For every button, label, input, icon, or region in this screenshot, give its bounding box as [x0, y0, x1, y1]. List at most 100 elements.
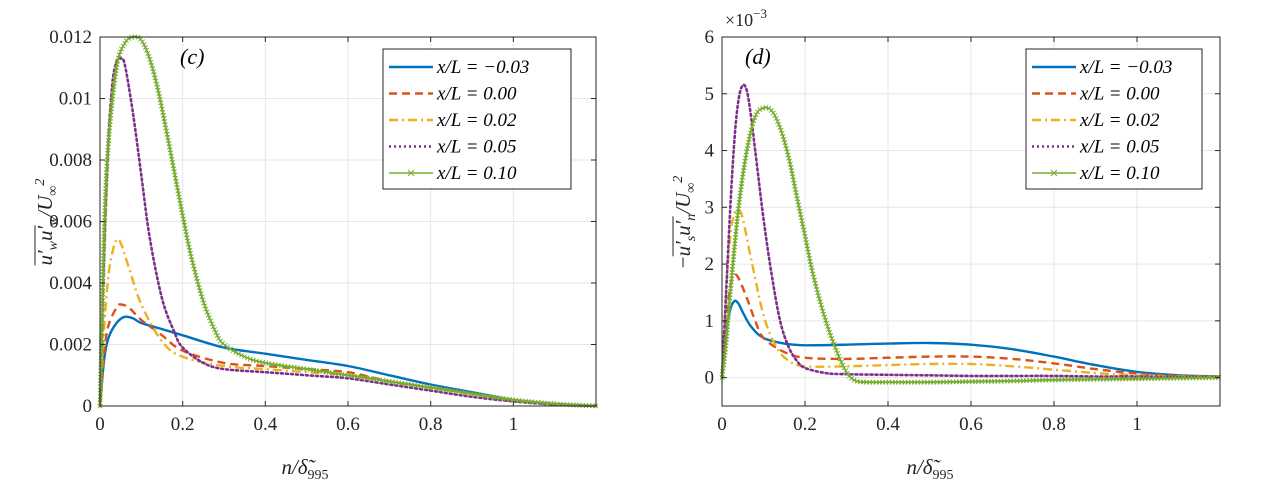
panel-label: (c): [180, 44, 204, 69]
series-marker: [117, 49, 123, 55]
series-marker: [817, 299, 823, 305]
series-marker: [138, 36, 144, 42]
series-marker: [776, 121, 782, 127]
axis-multiplier: ×10−3: [725, 6, 767, 30]
legend-label: x/L = −0.03: [436, 57, 529, 78]
ticks: 0 0.2 0.4 0.6 0.8 1 0 1 2 3 4 5 6: [705, 27, 1220, 435]
y-tick-label: 1: [705, 311, 715, 332]
legend-label: x/L = 0.10: [1079, 163, 1160, 184]
legend-label: x/L = 0.05: [436, 137, 517, 158]
series-marker: [849, 375, 855, 381]
series-marker: [139, 39, 145, 45]
legend-label: x/L = 0.00: [1079, 84, 1160, 105]
series-marker: [829, 335, 835, 341]
series-marker: [238, 352, 244, 358]
series-marker: [122, 40, 128, 46]
y-tick-label: 4: [705, 141, 715, 162]
y-tick-label: 0.006: [49, 212, 92, 233]
series-group: [97, 34, 599, 409]
y-tick-label: 0.008: [49, 150, 92, 171]
y-tick-label: 0.004: [49, 273, 92, 294]
series-marker: [198, 291, 204, 297]
series-marker: [821, 311, 827, 317]
series-marker: [115, 55, 121, 61]
series-marker: [201, 300, 207, 306]
series-marker: [230, 348, 236, 354]
series-marker: [250, 357, 256, 363]
series-marker: [752, 115, 758, 121]
series-marker: [247, 356, 253, 362]
y-tick-label: 0.002: [49, 335, 92, 356]
series-line-1: [720, 273, 1221, 378]
series-line-0: [98, 315, 597, 408]
series-marker: [146, 53, 152, 59]
series-marker: [116, 52, 122, 58]
legend-label: x/L = 0.02: [436, 110, 517, 131]
legend-marker: [407, 169, 415, 177]
x-tick-label: 0.4: [876, 414, 900, 435]
series-marker: [780, 133, 786, 139]
series-marker: [777, 124, 783, 130]
x-axis-label: n/δ̃995: [906, 455, 953, 482]
series-marker: [823, 317, 829, 323]
series-marker: [195, 278, 201, 284]
y-label-sub: s: [684, 235, 699, 241]
y-label-sup: 2: [33, 179, 48, 186]
x-axis-label: n/δ̃995: [281, 455, 328, 482]
series-marker: [838, 359, 844, 365]
ticks: 0 0.2 0.4 0.6 0.8 1 0 0.002 0.004 0.006 0.008 0.01 0…: [49, 27, 596, 435]
y-tick-label: 0: [705, 368, 715, 389]
series-line-2: [720, 208, 1221, 379]
series-marker: [211, 327, 218, 333]
series-marker: [203, 306, 209, 312]
y-tick-label: 0.012: [49, 27, 92, 48]
series-line-3: [720, 83, 1222, 379]
series-marker: [832, 344, 838, 350]
series-marker: [813, 283, 819, 289]
legend: x/L = −0.03 x/L = 0.00 x/L = 0.02 x/L = 0.0…: [1025, 48, 1203, 190]
series-marker: [831, 341, 837, 347]
series-marker: [214, 332, 220, 338]
series-marker: [193, 272, 199, 278]
x-tick-label: 0: [717, 414, 727, 435]
panel-label: (d): [745, 44, 771, 69]
y-label-sub: w: [46, 240, 61, 250]
multiplier-exp: −3: [753, 6, 767, 21]
series-marker: [244, 355, 250, 361]
series-marker: [818, 302, 824, 308]
series-marker: [783, 143, 789, 149]
x-tick-label: 0.8: [1042, 414, 1066, 435]
series-marker: [145, 50, 151, 56]
y-label-part: u′: [671, 241, 695, 257]
series-line-0: [720, 299, 1221, 378]
series-line-4: [99, 35, 597, 407]
series-marker: [227, 346, 233, 352]
legend-label: x/L = 0.00: [436, 84, 517, 105]
series-marker: [150, 66, 156, 72]
series-marker: [148, 59, 154, 65]
x-axis-label-sub: 995: [308, 468, 329, 482]
series-marker: [216, 335, 222, 341]
series-marker: [194, 275, 200, 281]
legend-label: x/L = 0.02: [1079, 110, 1160, 131]
series-marker: [773, 115, 779, 121]
y-tick-label: 0: [83, 396, 93, 417]
series-marker: [208, 318, 214, 324]
series-marker: [819, 305, 825, 311]
series-marker: [206, 315, 212, 321]
series-marker: [204, 309, 210, 315]
series-marker: [783, 146, 790, 152]
series-marker: [196, 285, 202, 291]
series-marker: [837, 356, 843, 362]
legend-label: x/L = 0.05: [1079, 137, 1160, 158]
panel-c: 0 0.2 0.4 0.6 0.8 1 0 0.002 0.004 0.006 0.008 0.01 0…: [33, 27, 599, 482]
series-marker: [749, 124, 755, 130]
series-line-1: [98, 303, 597, 408]
series-marker: [213, 330, 219, 336]
y-label-sub: n: [684, 214, 699, 221]
y-label-part: u′: [33, 225, 57, 241]
series-marker: [816, 296, 822, 302]
series-marker: [779, 130, 785, 136]
series-marker: [815, 290, 821, 296]
